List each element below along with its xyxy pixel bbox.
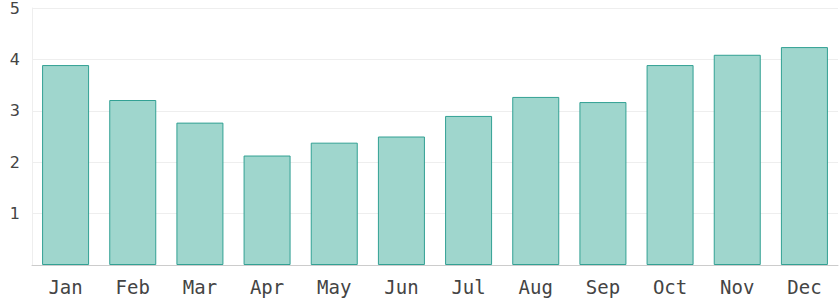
svg-text:2: 2 xyxy=(10,153,20,172)
svg-text:Aug: Aug xyxy=(519,276,553,298)
svg-text:Sep: Sep xyxy=(586,276,620,298)
svg-text:1: 1 xyxy=(10,204,20,223)
svg-text:Feb: Feb xyxy=(116,276,150,298)
svg-text:4: 4 xyxy=(10,50,20,69)
svg-text:5: 5 xyxy=(10,0,20,18)
svg-text:Jun: Jun xyxy=(384,276,418,298)
svg-text:Oct: Oct xyxy=(653,276,687,298)
svg-text:3: 3 xyxy=(10,101,20,120)
svg-text:Dec: Dec xyxy=(787,276,821,298)
svg-text:Nov: Nov xyxy=(720,276,754,298)
svg-text:Jul: Jul xyxy=(451,276,485,298)
svg-text:Jan: Jan xyxy=(48,276,82,298)
svg-text:Apr: Apr xyxy=(250,276,284,298)
svg-text:May: May xyxy=(317,276,351,298)
svg-text:Mar: Mar xyxy=(183,276,217,298)
